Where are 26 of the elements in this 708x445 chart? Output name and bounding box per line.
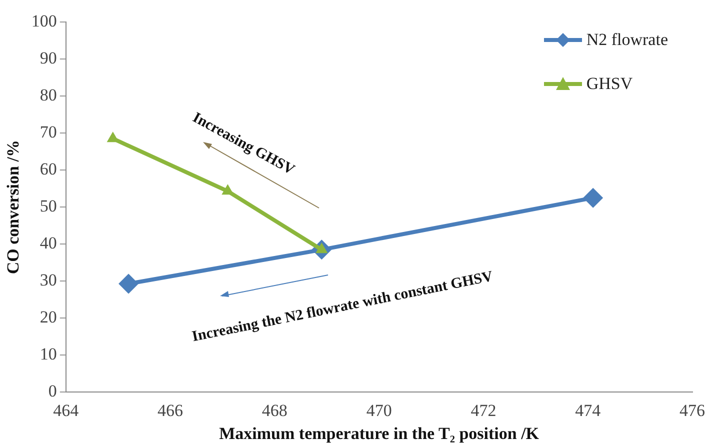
x-tick-label: 466	[158, 400, 184, 420]
y-tick-label: 70	[40, 122, 57, 142]
y-tick-label: 40	[40, 234, 57, 253]
y-tick-label: 50	[40, 196, 57, 216]
y-tick-label: 30	[40, 270, 57, 290]
x-tick-label: 476	[680, 400, 705, 420]
y-tick-label: 0	[48, 382, 57, 401]
y-tick-label: 80	[40, 86, 57, 105]
y-tick-label: 20	[40, 308, 57, 327]
x-tick-label: 470	[366, 400, 392, 420]
x-tick-label: 468	[262, 400, 288, 420]
x-tick-label: 474	[575, 400, 602, 420]
point	[222, 184, 234, 195]
annotation: Increasing the N2 flowrate with constant GHSV	[190, 268, 494, 346]
x-tick-label: 464	[53, 400, 80, 420]
y-tick-label: 90	[40, 48, 57, 68]
y-axis-title: CO conversion /%	[4, 140, 23, 274]
y-tick-label: 10	[40, 344, 57, 364]
x-tick-label: 472	[470, 400, 496, 420]
point	[583, 188, 604, 208]
y-tick-label: 100	[31, 11, 57, 30]
x-axis-title: Maximum temperature in the T₂ position /K	[219, 424, 540, 444]
legend-label: N2 flowrate	[586, 30, 668, 50]
legend-label: GHSV	[586, 74, 633, 94]
point	[118, 274, 139, 294]
y-tick-label: 60	[40, 160, 57, 179]
